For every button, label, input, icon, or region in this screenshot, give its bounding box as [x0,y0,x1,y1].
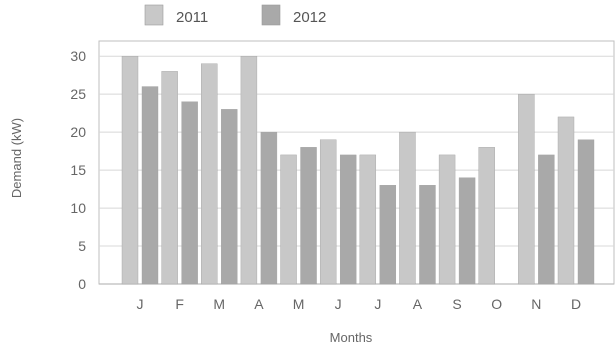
bar-2011-m-4 [280,154,297,285]
x-tick-label-8: S [452,296,461,312]
bar-2012-s-8 [458,177,476,285]
x-tick-label-9: O [491,296,502,312]
legend-swatch-2011 [144,4,164,26]
bar-2011-n-10 [518,93,535,285]
y-tick-label-25: 25 [70,86,86,102]
bar-2012-f-1 [181,101,198,285]
y-tick-label-5: 5 [78,238,86,254]
bar-2012-m-2 [221,109,238,285]
bar-2012-n-10 [538,154,555,285]
x-tick-label-5: J [335,296,342,312]
x-tick-label-2: M [213,296,225,312]
y-tick-label-30: 30 [70,48,86,64]
y-axis-title: Demand (kW) [9,118,24,198]
y-axis-ticks: 0 5 10 15 20 25 30 [70,48,86,292]
bar-2011-d-11 [557,116,575,285]
x-axis-title: Months [330,330,373,345]
y-tick-label-10: 10 [70,200,86,216]
x-tick-label-3: A [254,296,264,312]
x-tick-label-10: N [531,296,541,312]
x-tick-label-11: D [571,296,581,312]
bar-2011-o-9 [478,147,495,285]
bar-2011-m-2 [201,63,218,285]
bar-2012-a-7 [419,185,436,285]
bar-2011-j-5 [319,139,337,285]
x-tick-label-0: J [137,296,144,312]
bar-2012-j-5 [339,154,357,285]
bar-2011-a-7 [399,131,416,285]
legend-swatch-2012 [261,4,281,26]
bar-2011-a-3 [240,55,258,285]
bar-2011-f-1 [161,71,178,285]
bar-2012-j-0 [141,86,159,285]
legend-label-2011: 2011 [176,9,208,26]
x-tick-label-7: A [413,296,423,312]
bar-2011-s-8 [438,154,456,285]
bar-2012-m-4 [300,147,317,285]
bar-2012-j-6 [379,185,397,285]
bar-2011-j-6 [359,154,377,285]
bar-2012-a-3 [260,131,278,285]
x-tick-label-6: J [374,296,381,312]
y-tick-label-0: 0 [78,276,86,292]
bar-2011-j-0 [121,55,139,285]
bars [121,55,595,285]
y-tick-label-20: 20 [70,124,86,140]
y-tick-label-15: 15 [70,162,86,178]
legend: 2011 2012 [144,4,326,26]
bar-2012-d-11 [577,139,595,285]
legend-label-2012: 2012 [293,9,326,26]
x-tick-label-1: F [175,296,184,312]
x-tick-label-4: M [293,296,305,312]
